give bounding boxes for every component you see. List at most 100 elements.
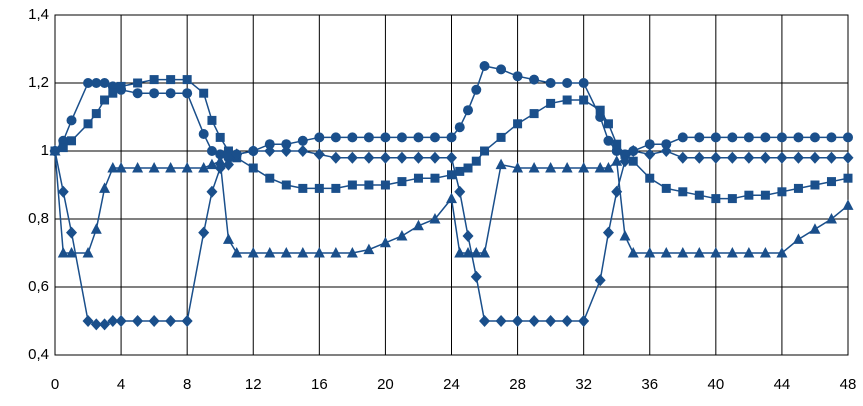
marker	[66, 247, 78, 258]
marker	[91, 109, 101, 119]
series-line	[54, 150, 849, 254]
marker	[182, 88, 193, 99]
y-tick-label: 1,4	[28, 6, 49, 23]
marker	[198, 162, 210, 173]
marker	[603, 119, 613, 129]
marker	[578, 315, 590, 327]
marker	[744, 190, 754, 200]
marker	[512, 315, 524, 327]
marker	[579, 95, 589, 105]
marker	[479, 61, 490, 71]
marker	[198, 129, 209, 139]
marker	[809, 151, 821, 164]
marker	[314, 132, 325, 143]
marker	[842, 199, 854, 210]
marker	[726, 247, 738, 258]
marker	[792, 151, 804, 164]
marker	[711, 194, 721, 204]
marker	[264, 139, 275, 150]
marker	[677, 247, 689, 258]
marker	[760, 132, 771, 143]
marker	[412, 151, 424, 164]
marker	[470, 247, 482, 258]
marker	[743, 132, 754, 143]
marker	[281, 180, 291, 190]
marker	[619, 155, 631, 168]
marker	[710, 247, 722, 258]
marker	[562, 78, 573, 88]
marker	[198, 226, 210, 239]
marker	[363, 243, 375, 255]
marker	[363, 132, 374, 143]
marker	[470, 270, 482, 283]
marker	[602, 226, 614, 239]
marker	[710, 151, 722, 164]
marker	[330, 151, 342, 164]
marker	[677, 151, 689, 164]
marker	[454, 122, 465, 133]
marker	[223, 146, 233, 156]
marker	[562, 95, 572, 105]
marker	[99, 182, 111, 193]
series-line	[54, 78, 849, 200]
marker	[215, 149, 226, 160]
marker	[776, 151, 788, 164]
marker	[83, 78, 94, 88]
marker	[181, 315, 193, 327]
marker	[479, 247, 491, 258]
marker	[66, 115, 77, 126]
marker	[644, 148, 656, 161]
marker	[231, 148, 243, 161]
marker	[743, 247, 755, 258]
marker	[661, 139, 672, 150]
x-tick-label: 40	[707, 376, 724, 393]
marker	[594, 274, 606, 287]
marker	[810, 180, 820, 190]
marker	[207, 115, 217, 125]
marker	[67, 136, 77, 146]
marker	[215, 132, 225, 142]
marker	[793, 132, 804, 143]
marker	[759, 151, 771, 164]
marker	[222, 158, 234, 171]
marker	[149, 88, 160, 99]
marker	[57, 185, 69, 198]
x-tick-label: 44	[774, 376, 791, 393]
marker	[165, 315, 177, 327]
marker	[132, 88, 143, 99]
plot-border	[54, 14, 849, 356]
marker	[148, 315, 160, 327]
marker	[314, 183, 324, 193]
marker	[429, 151, 441, 164]
marker	[677, 132, 688, 143]
marker	[346, 247, 358, 258]
marker	[620, 149, 630, 159]
marker	[826, 177, 836, 187]
marker	[496, 132, 506, 142]
marker	[462, 247, 474, 258]
marker	[825, 213, 837, 224]
marker	[628, 156, 638, 166]
marker	[107, 315, 119, 327]
marker	[446, 192, 457, 204]
marker	[313, 247, 325, 258]
marker	[57, 247, 69, 258]
marker	[364, 180, 374, 190]
marker	[181, 162, 193, 173]
marker	[149, 75, 159, 85]
marker	[561, 315, 573, 327]
marker	[166, 75, 176, 85]
marker	[529, 74, 540, 85]
marker	[165, 162, 177, 173]
x-tick-label: 48	[840, 376, 857, 393]
marker	[612, 139, 622, 149]
marker	[528, 162, 540, 173]
x-tick-label: 16	[311, 376, 328, 393]
marker	[397, 177, 407, 187]
marker	[90, 318, 102, 331]
marker	[463, 163, 473, 173]
marker	[430, 173, 440, 183]
marker	[115, 315, 127, 327]
marker	[231, 247, 243, 258]
marker	[206, 158, 218, 170]
